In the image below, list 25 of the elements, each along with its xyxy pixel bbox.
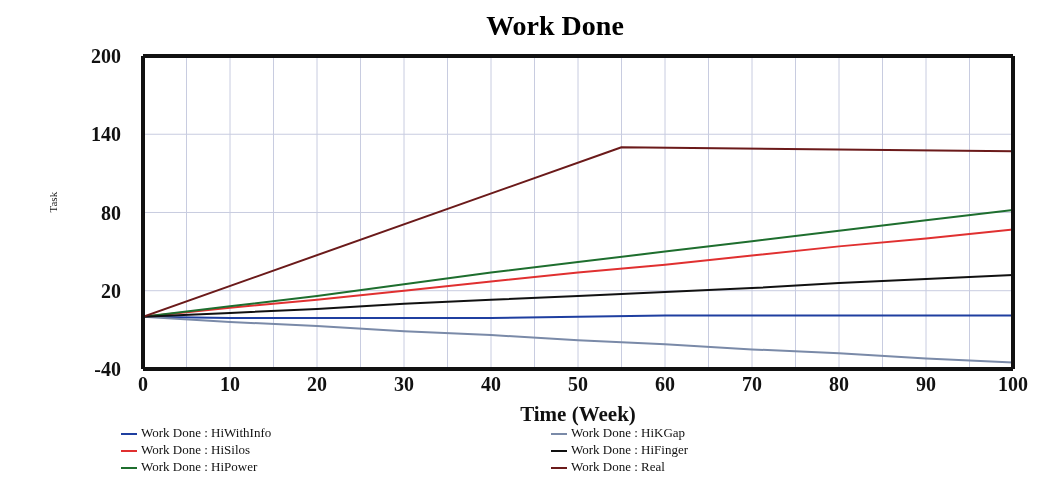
x-tick-label: 40 [481, 373, 501, 396]
legend-label: Work Done : HiSilos [141, 441, 252, 457]
x-tick-label: 60 [655, 373, 675, 396]
x-tick-label: 100 [998, 373, 1028, 396]
y-tick-label: 140 [91, 123, 121, 146]
y-tick-label: 200 [91, 45, 121, 68]
x-axis-title: Time (Week) [520, 401, 636, 426]
legend-label: Work Done : HiWithInfo [141, 424, 273, 440]
legend-label: Work Done : HiKGap [571, 424, 687, 440]
chart-title: Work Done [485, 9, 625, 43]
x-tick-label: 80 [829, 373, 849, 396]
x-tick-label: 30 [394, 373, 414, 396]
y-tick-label: 20 [101, 279, 121, 302]
legend-label: Work Done : HiFinger [571, 441, 690, 457]
x-tick-label: 50 [568, 373, 588, 396]
x-tick-label: 20 [307, 373, 327, 396]
legend-label: Work Done : Real [571, 458, 666, 474]
x-tick-label: 10 [220, 373, 240, 396]
legend-label: Work Done : HiPower [141, 458, 259, 474]
y-axis-title: Task [46, 191, 59, 213]
x-tick-label: 90 [916, 373, 936, 396]
x-tick-label: 70 [742, 373, 762, 396]
y-tick-label: -40 [94, 358, 121, 381]
x-tick-label: 0 [138, 373, 148, 396]
y-tick-label: 80 [101, 201, 121, 224]
